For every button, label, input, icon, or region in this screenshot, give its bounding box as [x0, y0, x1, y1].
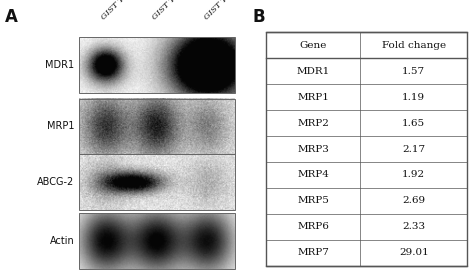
Text: MRP3: MRP3: [297, 144, 329, 153]
Text: MRP5: MRP5: [297, 196, 329, 206]
Text: GIST T-1TxR: GIST T-1TxR: [203, 0, 246, 21]
Text: 29.01: 29.01: [399, 249, 428, 258]
Text: 1.57: 1.57: [402, 67, 425, 76]
Text: MRP1: MRP1: [47, 121, 74, 132]
Bar: [266, 32, 467, 266]
Bar: [79, 37, 235, 93]
Text: 2.33: 2.33: [402, 222, 425, 232]
Bar: [79, 98, 235, 154]
Text: MRP2: MRP2: [297, 119, 329, 127]
Text: 2.69: 2.69: [402, 196, 425, 206]
Text: A: A: [5, 8, 18, 26]
Bar: [79, 213, 235, 269]
Text: MDR1: MDR1: [45, 60, 74, 70]
Text: MRP1: MRP1: [297, 93, 329, 102]
Text: GIST T-1R: GIST T-1R: [151, 0, 187, 21]
Text: MRP6: MRP6: [297, 222, 329, 232]
Text: Fold change: Fold change: [382, 41, 446, 50]
Text: 1.19: 1.19: [402, 93, 425, 102]
Text: Actin: Actin: [50, 236, 74, 246]
Text: 1.92: 1.92: [402, 170, 425, 179]
Text: GIST T-1: GIST T-1: [99, 0, 131, 21]
Text: MRP4: MRP4: [297, 170, 329, 179]
Text: B: B: [253, 8, 265, 26]
Text: 1.65: 1.65: [402, 119, 425, 127]
Text: ABCG-2: ABCG-2: [37, 177, 74, 187]
Bar: [79, 154, 235, 210]
Text: Gene: Gene: [300, 41, 327, 50]
Text: 2.17: 2.17: [402, 144, 425, 153]
Text: MRP7: MRP7: [297, 249, 329, 258]
Text: MDR1: MDR1: [297, 67, 330, 76]
